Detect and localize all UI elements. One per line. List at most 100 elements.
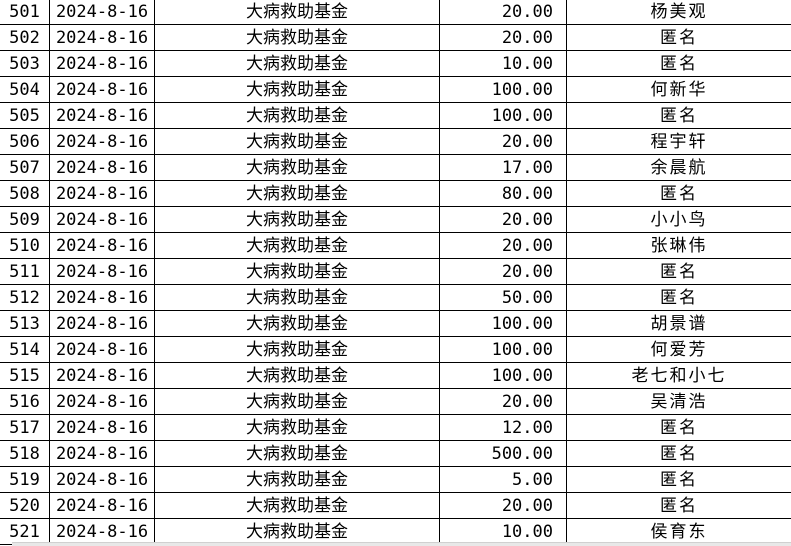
cell-fund[interactable]: 大病救助基金 <box>155 181 440 206</box>
cell-fund[interactable]: 大病救助基金 <box>155 415 440 440</box>
cell-date[interactable]: 2024-8-16 <box>50 0 155 24</box>
cell-index[interactable]: 509 <box>0 207 50 232</box>
horizontal-scrollbar[interactable] <box>12 542 791 546</box>
cell-donor[interactable]: 何新华 <box>650 80 708 100</box>
cell-fund[interactable]: 大病救助基金 <box>155 155 440 180</box>
cell-index[interactable]: 515 <box>0 363 50 388</box>
cell-donor[interactable]: 侯育东 <box>650 522 708 542</box>
cell-index[interactable]: 510 <box>0 233 50 258</box>
cell-amount[interactable]: 80.00 <box>440 181 567 206</box>
cell-fund[interactable]: 大病救助基金 <box>155 129 440 154</box>
cell-fund[interactable]: 大病救助基金 <box>155 389 440 414</box>
cell-donor[interactable]: 匿名 <box>660 262 698 282</box>
cell-donor[interactable]: 匿名 <box>660 444 698 464</box>
cell-date[interactable]: 2024-8-16 <box>50 77 155 102</box>
cell-donor[interactable]: 匿名 <box>660 184 698 204</box>
cell-donor[interactable]: 匿名 <box>660 496 698 516</box>
cell-fund[interactable]: 大病救助基金 <box>155 233 440 258</box>
cell-date[interactable]: 2024-8-16 <box>50 181 155 206</box>
cell-amount[interactable]: 20.00 <box>440 233 567 258</box>
cell-amount[interactable]: 20.00 <box>440 0 567 24</box>
cell-fund[interactable]: 大病救助基金 <box>155 285 440 310</box>
cell-index[interactable]: 508 <box>0 181 50 206</box>
cell-date[interactable]: 2024-8-16 <box>50 441 155 466</box>
cell-fund[interactable]: 大病救助基金 <box>155 0 440 24</box>
cell-donor[interactable]: 吴清浩 <box>650 392 708 412</box>
cell-donor[interactable]: 匿名 <box>660 106 698 126</box>
cell-donor[interactable]: 小小鸟 <box>650 210 708 230</box>
cell-fund[interactable]: 大病救助基金 <box>155 207 440 232</box>
cell-index[interactable]: 512 <box>0 285 50 310</box>
cell-donor[interactable]: 胡景谱 <box>650 314 708 334</box>
cell-index[interactable]: 516 <box>0 389 50 414</box>
cell-index[interactable]: 504 <box>0 77 50 102</box>
cell-date[interactable]: 2024-8-16 <box>50 389 155 414</box>
cell-donor[interactable]: 匿名 <box>660 470 698 490</box>
cell-date[interactable]: 2024-8-16 <box>50 155 155 180</box>
cell-donor[interactable]: 匿名 <box>660 28 698 48</box>
cell-date[interactable]: 2024-8-16 <box>50 233 155 258</box>
cell-amount[interactable]: 10.00 <box>440 51 567 76</box>
cell-donor[interactable]: 杨美观 <box>650 2 708 22</box>
cell-fund[interactable]: 大病救助基金 <box>155 441 440 466</box>
cell-amount[interactable]: 20.00 <box>440 493 567 518</box>
cell-amount[interactable]: 20.00 <box>440 25 567 50</box>
cell-donor[interactable]: 程宇轩 <box>650 132 708 152</box>
cell-donor[interactable]: 老七和小七 <box>631 366 727 386</box>
cell-index[interactable]: 506 <box>0 129 50 154</box>
cell-fund[interactable]: 大病救助基金 <box>155 493 440 518</box>
cell-index[interactable]: 513 <box>0 311 50 336</box>
cell-fund[interactable]: 大病救助基金 <box>155 51 440 76</box>
cell-fund[interactable]: 大病救助基金 <box>155 337 440 362</box>
cell-amount[interactable]: 100.00 <box>440 311 567 336</box>
cell-date[interactable]: 2024-8-16 <box>50 103 155 128</box>
cell-amount[interactable]: 12.00 <box>440 415 567 440</box>
cell-index[interactable]: 520 <box>0 493 50 518</box>
cell-donor[interactable]: 张琳伟 <box>650 236 708 256</box>
cell-date[interactable]: 2024-8-16 <box>50 311 155 336</box>
cell-donor[interactable]: 匿名 <box>660 418 698 438</box>
cell-index[interactable]: 503 <box>0 51 50 76</box>
cell-amount[interactable]: 10.00 <box>440 519 567 544</box>
cell-fund[interactable]: 大病救助基金 <box>155 77 440 102</box>
cell-index[interactable]: 521 <box>0 519 50 544</box>
cell-date[interactable]: 2024-8-16 <box>50 519 155 544</box>
cell-fund[interactable]: 大病救助基金 <box>155 519 440 544</box>
cell-amount[interactable]: 100.00 <box>440 337 567 362</box>
cell-date[interactable]: 2024-8-16 <box>50 285 155 310</box>
cell-fund[interactable]: 大病救助基金 <box>155 25 440 50</box>
cell-index[interactable]: 505 <box>0 103 50 128</box>
cell-fund[interactable]: 大病救助基金 <box>155 467 440 492</box>
cell-index[interactable]: 514 <box>0 337 50 362</box>
cell-index[interactable]: 519 <box>0 467 50 492</box>
cell-index[interactable]: 501 <box>0 0 50 24</box>
cell-index[interactable]: 502 <box>0 25 50 50</box>
cell-fund[interactable]: 大病救助基金 <box>155 103 440 128</box>
cell-index[interactable]: 518 <box>0 441 50 466</box>
cell-index[interactable]: 517 <box>0 415 50 440</box>
cell-donor[interactable]: 匿名 <box>660 288 698 308</box>
cell-amount[interactable]: 100.00 <box>440 103 567 128</box>
cell-donor[interactable]: 匿名 <box>660 54 698 74</box>
cell-amount[interactable]: 20.00 <box>440 207 567 232</box>
cell-donor[interactable]: 何爱芳 <box>650 340 708 360</box>
cell-date[interactable]: 2024-8-16 <box>50 51 155 76</box>
cell-date[interactable]: 2024-8-16 <box>50 415 155 440</box>
cell-date[interactable]: 2024-8-16 <box>50 493 155 518</box>
cell-date[interactable]: 2024-8-16 <box>50 363 155 388</box>
cell-amount[interactable]: 20.00 <box>440 389 567 414</box>
cell-amount[interactable]: 100.00 <box>440 363 567 388</box>
cell-date[interactable]: 2024-8-16 <box>50 467 155 492</box>
cell-amount[interactable]: 17.00 <box>440 155 567 180</box>
cell-fund[interactable]: 大病救助基金 <box>155 363 440 388</box>
cell-date[interactable]: 2024-8-16 <box>50 25 155 50</box>
cell-date[interactable]: 2024-8-16 <box>50 129 155 154</box>
cell-date[interactable]: 2024-8-16 <box>50 259 155 284</box>
cell-amount[interactable]: 100.00 <box>440 77 567 102</box>
cell-fund[interactable]: 大病救助基金 <box>155 311 440 336</box>
cell-amount[interactable]: 20.00 <box>440 259 567 284</box>
cell-amount[interactable]: 500.00 <box>440 441 567 466</box>
cell-date[interactable]: 2024-8-16 <box>50 337 155 362</box>
cell-donor[interactable]: 余晨航 <box>650 158 708 178</box>
cell-amount[interactable]: 5.00 <box>440 467 567 492</box>
